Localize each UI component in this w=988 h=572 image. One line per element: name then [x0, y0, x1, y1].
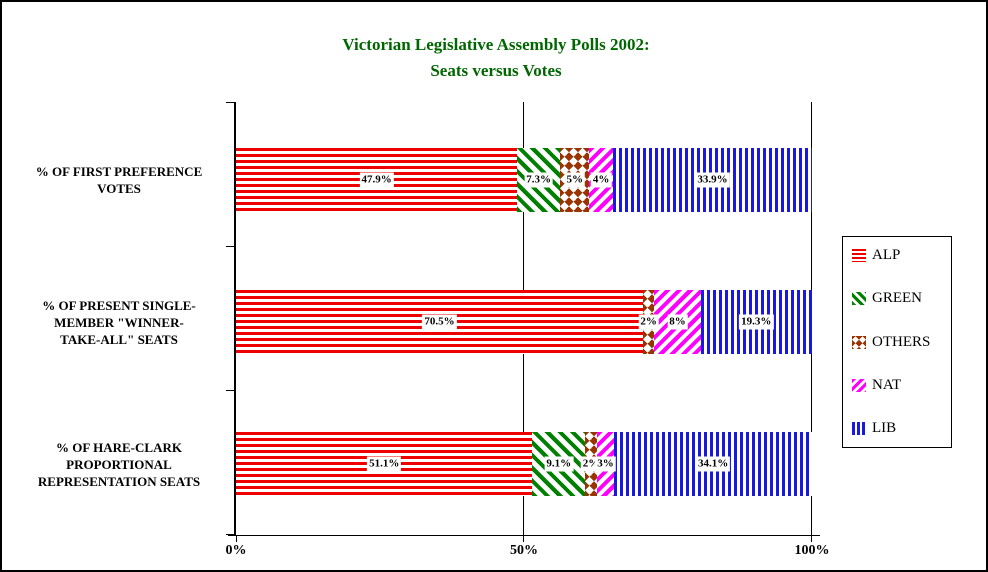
category-axis-tick — [226, 246, 234, 247]
category-label-line: % OF FIRST PREFERENCE — [35, 164, 203, 179]
category-label-line: PROPORTIONAL — [66, 456, 172, 472]
bar-segment-label: 2% — [638, 314, 659, 330]
category-axis-tick — [226, 102, 234, 103]
category-label-line: % OF PRESENT SINGLE- — [42, 297, 196, 313]
bar-row-2: 51.1% 9.1% 2% 3% 34.1% — [236, 432, 812, 496]
bar-segment-alp: 70.5% — [236, 290, 643, 354]
legend: ALP GREEN OTHERS NAT LIB — [842, 236, 952, 448]
bar-segment-label: 4% — [590, 172, 612, 188]
legend-item-nat: NAT — [852, 377, 947, 394]
category-label-line: REPRESENTATION SEATS — [37, 473, 201, 489]
legend-item-lib: LIB — [852, 420, 947, 437]
bar-segment-label: 7.3% — [524, 172, 554, 188]
bar-segment-label: 33.9% — [695, 172, 730, 188]
legend-label: LIB — [872, 420, 897, 436]
bar-segment-label: 3% — [595, 456, 616, 472]
plot-area: 47.9% 7.3% 5% 4% 33.9% 70.5% 2% 8% 19.3% 51.1% 9.1… — [226, 102, 820, 542]
legend-item-others: OTHERS — [852, 334, 947, 351]
bar-segment-green: 7.3% — [517, 148, 561, 212]
bar-row-0: 47.9% 7.3% 5% 4% 33.9% — [236, 148, 812, 212]
category-label-line: TAKE-ALL" SEATS — [60, 331, 178, 347]
category-axis-tick — [226, 534, 234, 535]
bar-segment-label: 47.9% — [359, 172, 394, 188]
y-axis-line — [234, 102, 236, 536]
bar-segment-lib: 34.1% — [614, 432, 812, 496]
bar-segment-others: 2% — [638, 290, 659, 354]
legend-swatch-nat-icon — [852, 378, 866, 392]
bar-segment-label: 34.1% — [695, 456, 731, 472]
bar-segment-label: 70.5% — [422, 314, 457, 330]
chart-title-line2: Seats versus Votes — [430, 61, 562, 80]
x-axis-tick — [523, 536, 524, 542]
bar-segment-alp: 51.1% — [236, 432, 533, 496]
legend-swatch-others-icon — [852, 335, 866, 349]
bar-segment-nat: 3% — [595, 432, 616, 496]
bar-segment-green: 9.1% — [532, 432, 586, 496]
chart-title: Victorian Legislative Assembly Polls 200… — [2, 32, 986, 84]
bar-segment-lib: 33.9% — [612, 148, 812, 212]
category-label-0: % OF FIRST PREFERENCE VOTES — [8, 148, 230, 212]
category-label-line: VOTES — [97, 181, 141, 196]
x-axis-tick — [236, 536, 237, 542]
category-axis-tick — [226, 390, 234, 391]
x-tick-label-0: 0% — [225, 543, 247, 558]
legend-label: NAT — [872, 376, 902, 393]
bar-segment-alp: 47.9% — [236, 148, 518, 212]
legend-label: ALP — [872, 247, 901, 263]
legend-item-alp: ALP — [852, 247, 947, 264]
bar-segment-label: 19.3% — [739, 314, 774, 330]
chart-title-line1: Victorian Legislative Assembly Polls 200… — [342, 35, 650, 54]
legend-label: OTHERS — [872, 333, 931, 350]
legend-swatch-alp-icon — [852, 249, 866, 262]
bar-row-1: 70.5% 2% 8% 19.3% — [236, 290, 812, 354]
x-axis-tick — [811, 536, 812, 542]
bar-segment-nat: 4% — [589, 148, 613, 212]
category-label-2: % OF HARE-CLARK PROPORTIONAL REPRESENTATIO… — [8, 432, 230, 496]
category-label-line: MEMBER "WINNER- — [54, 314, 184, 330]
bar-segment-label: 8% — [667, 314, 688, 330]
legend-swatch-lib-icon — [852, 422, 866, 435]
x-tick-label-100: 100% — [794, 543, 830, 558]
x-axis-line — [228, 535, 820, 536]
bar-segment-nat: 8% — [654, 290, 701, 354]
bar-segment-label: 5% — [564, 172, 586, 188]
bar-segment-label: 9.1% — [544, 456, 574, 472]
bar-segment-label: 51.1% — [367, 456, 402, 472]
legend-label: GREEN — [872, 290, 922, 307]
legend-swatch-green-icon — [852, 292, 866, 306]
bar-segment-lib: 19.3% — [700, 290, 812, 354]
legend-item-green: GREEN — [852, 290, 947, 307]
category-label-1: % OF PRESENT SINGLE- MEMBER "WINNER- TAKE-… — [8, 290, 230, 354]
bar-segment-others: 5% — [560, 148, 590, 212]
x-tick-label-50: 50% — [510, 543, 538, 558]
category-label-line: % OF HARE-CLARK — [56, 439, 182, 455]
